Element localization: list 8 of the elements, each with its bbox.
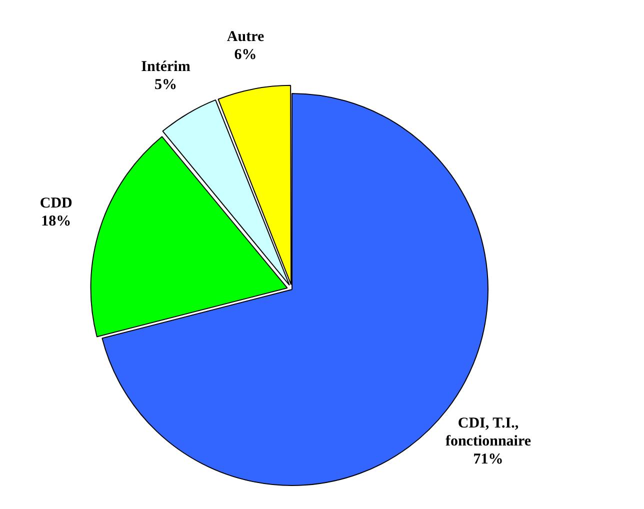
- data-label: 6%: [234, 46, 257, 63]
- slice-label: CDI, T.I., fonctionnaire: [445, 416, 532, 450]
- data-label: 18%: [41, 214, 72, 230]
- data-label: 71%: [473, 452, 504, 468]
- data-label: 5%: [154, 76, 178, 93]
- slice-label: Autre: [226, 28, 264, 45]
- slice-label: Intérim: [141, 58, 191, 75]
- slice-label: CDD: [40, 196, 73, 212]
